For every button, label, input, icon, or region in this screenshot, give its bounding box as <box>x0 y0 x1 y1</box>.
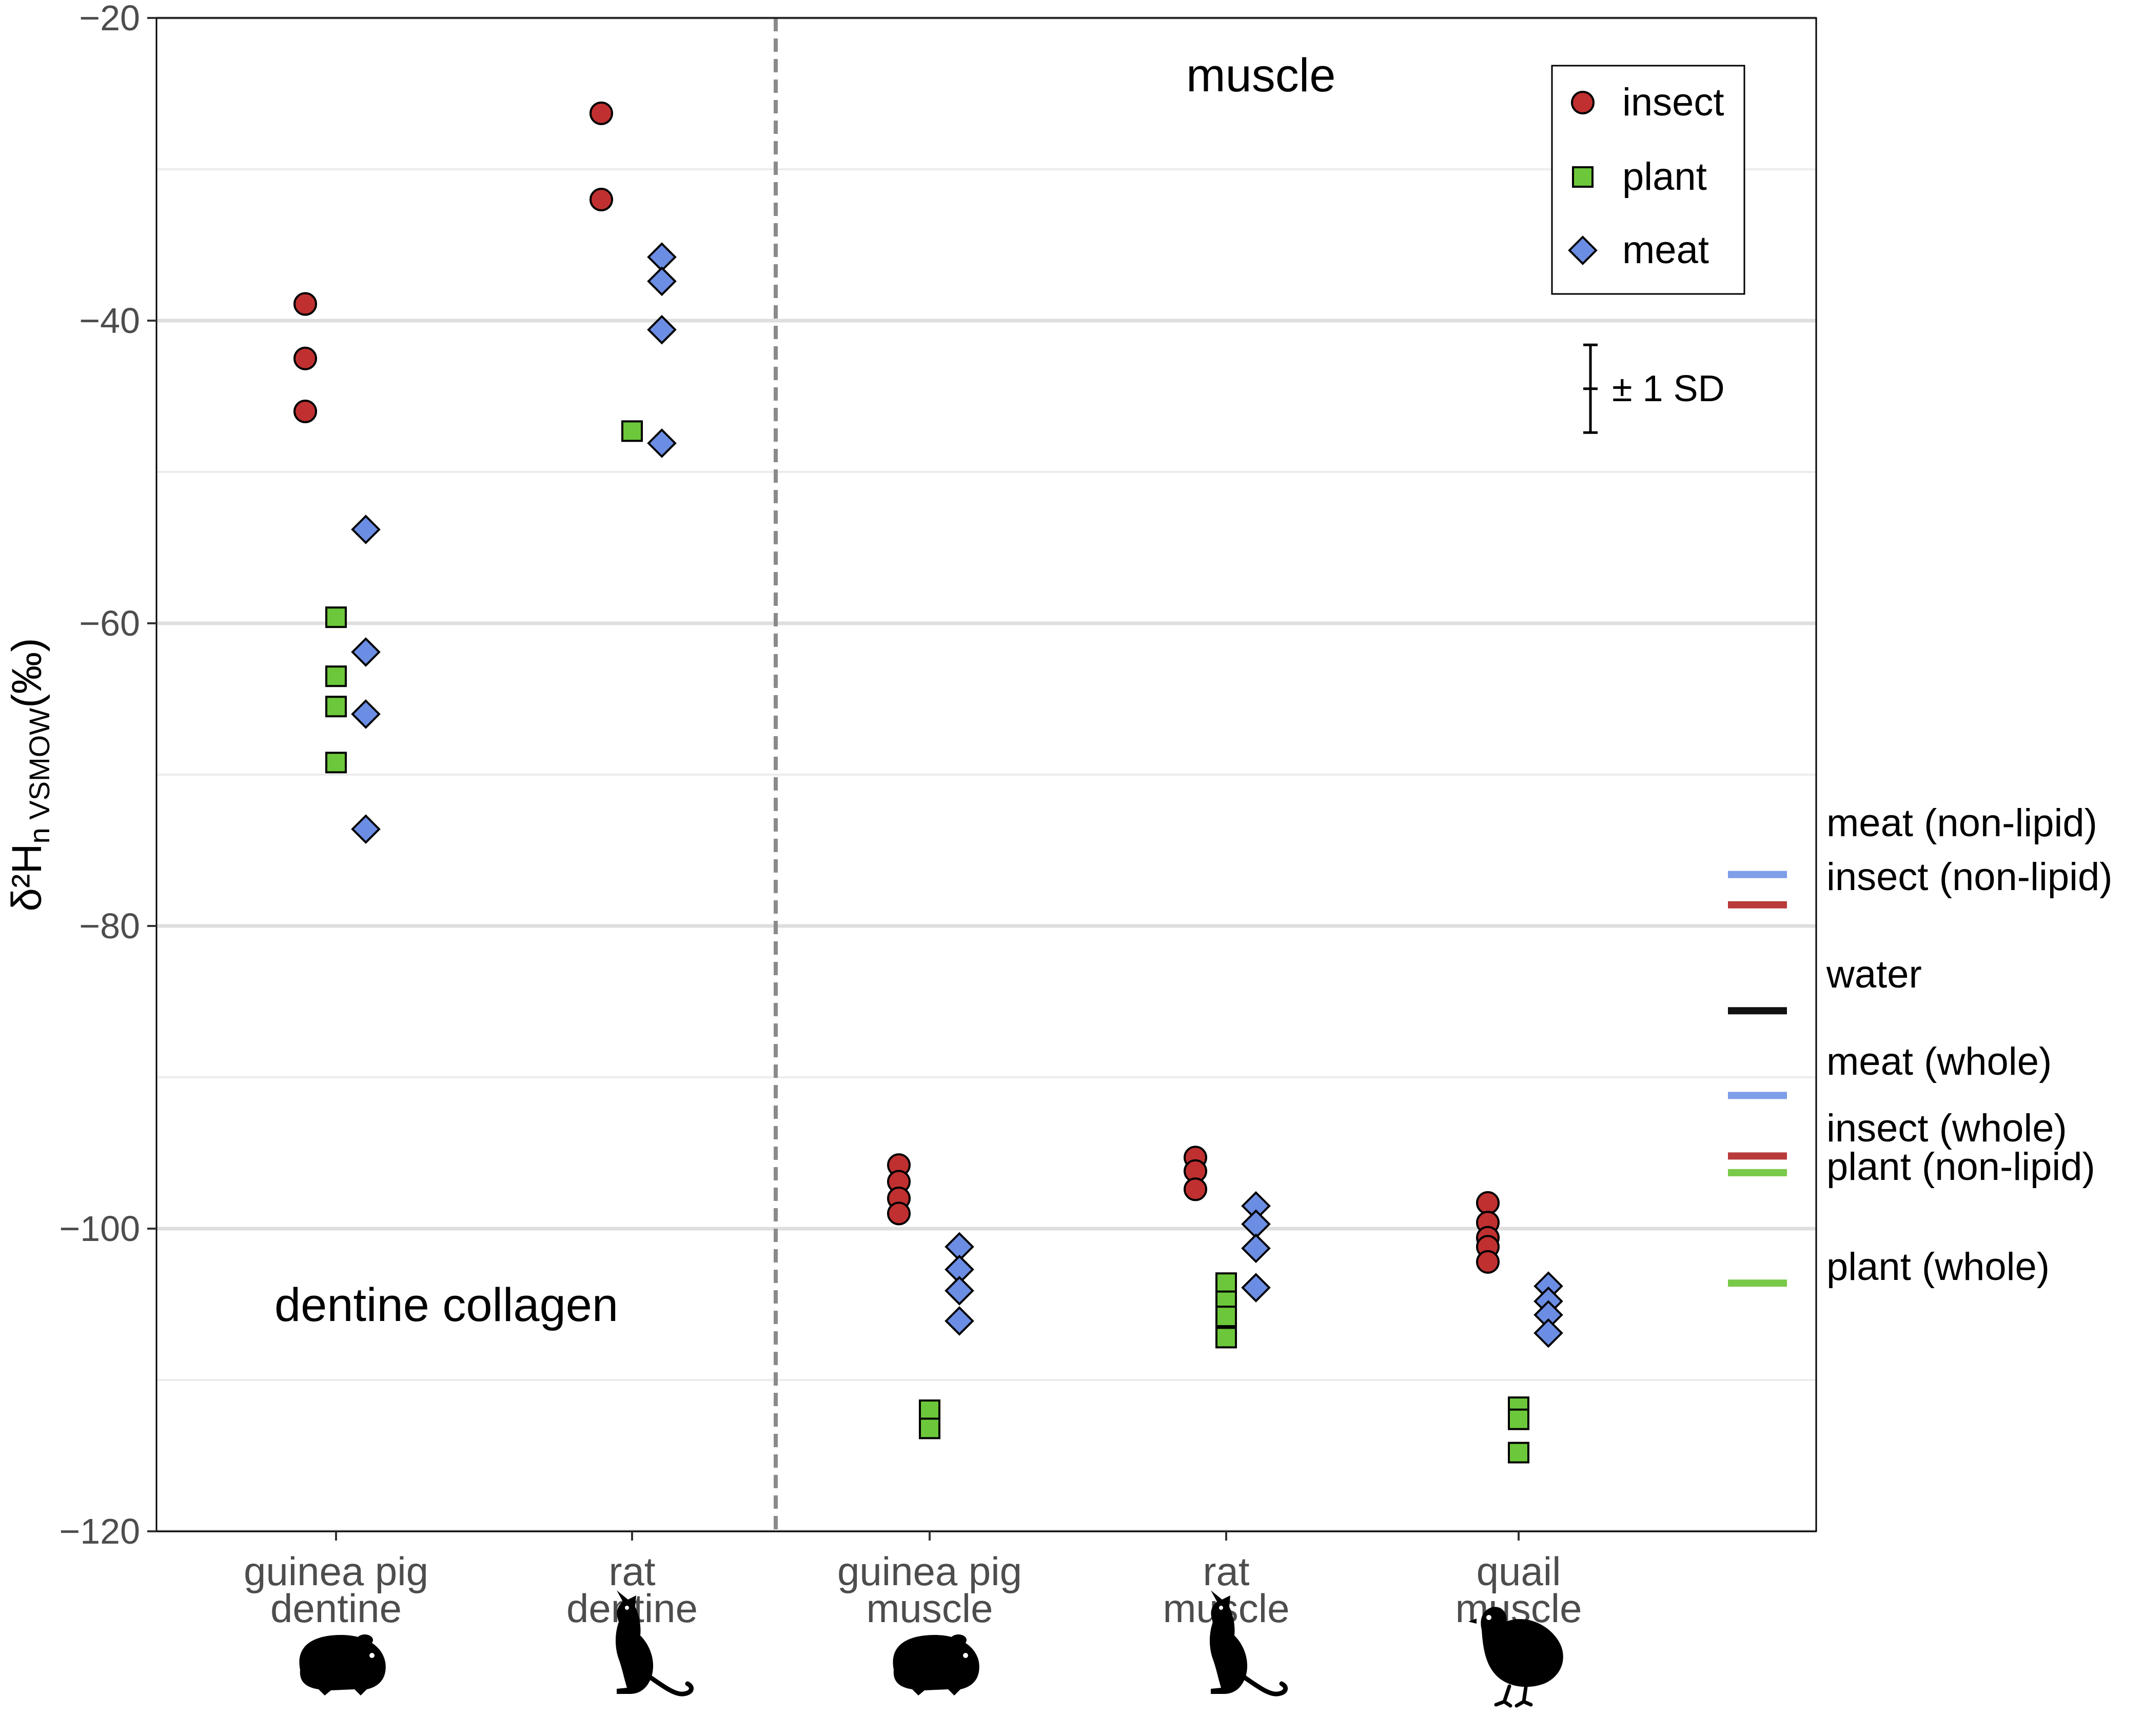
meat-point <box>1241 1209 1271 1239</box>
x-axis: guinea pigdentineratdentineguinea pigmus… <box>244 1531 1582 1631</box>
plant-point <box>1215 1306 1237 1328</box>
meat-point <box>351 814 381 844</box>
x-tick-label-line1: guinea pig <box>837 1549 1022 1594</box>
plant-point <box>621 420 643 442</box>
guinea-pig-icon <box>893 1634 979 1695</box>
insect-point <box>589 101 613 125</box>
reference-line-label: water <box>1826 953 1922 996</box>
plant-point <box>325 752 347 774</box>
y-axis: −120 −100 −80 −60 −40 −20 <box>59 0 156 1551</box>
legend-plant-label: plant <box>1622 155 1707 199</box>
data-points <box>293 101 1563 1464</box>
meat-point <box>647 428 677 458</box>
meat-point <box>647 242 677 272</box>
y-tick-label: −40 <box>79 301 140 341</box>
y-tick-label: −100 <box>59 1209 140 1249</box>
meat-point <box>647 266 677 297</box>
meat-point <box>647 314 677 345</box>
y-axis-title-subscript: n VSMOW <box>23 708 55 844</box>
meat-point <box>945 1306 974 1336</box>
reference-line-label: meat (whole) <box>1826 1040 2052 1083</box>
meat-point <box>1241 1273 1271 1303</box>
insect-point <box>293 346 317 370</box>
y-tick-label: −20 <box>79 0 140 38</box>
quail-icon <box>1468 1607 1563 1708</box>
y-axis-title-main: δ²H <box>4 843 50 911</box>
meat-point <box>1533 1318 1563 1348</box>
insect-point <box>887 1201 911 1226</box>
sd-label: ± 1 SD <box>1612 368 1725 409</box>
reference-line-label: meat (non-lipid) <box>1826 801 2097 845</box>
x-tick-label-line1: quail <box>1477 1549 1561 1594</box>
plant-point <box>1508 1442 1529 1464</box>
insect-point <box>293 400 317 423</box>
reference-line-label: insect (whole) <box>1826 1107 2067 1150</box>
panel-label-right: muscle <box>1186 49 1335 102</box>
plot-frame <box>155 17 1817 1532</box>
meat-point <box>351 699 381 729</box>
insect-point <box>293 292 317 316</box>
y-tick-label: −80 <box>79 906 140 946</box>
meat-point <box>945 1276 974 1306</box>
guinea-pig-icon <box>299 1634 386 1695</box>
x-tick-label-line2: dentine <box>270 1586 402 1631</box>
plant-point <box>325 606 347 628</box>
svg-text:δ²Hn VSMOW(‰): δ²Hn VSMOW(‰) <box>4 638 55 911</box>
insect-point <box>1476 1250 1500 1274</box>
meat-point <box>351 637 381 667</box>
reference-line-label: plant (whole) <box>1826 1245 2050 1289</box>
sd-indicator: ± 1 SD <box>1583 343 1725 434</box>
x-tick-label-line1: guinea pig <box>244 1549 428 1594</box>
y-axis-title-unit: (‰) <box>4 638 50 708</box>
y-axis-title: δ²Hn VSMOW(‰) <box>4 638 55 911</box>
legend-plant-marker <box>1572 166 1594 188</box>
legend-insect-marker <box>1571 91 1595 114</box>
x-tick-label-line1: rat <box>608 1549 655 1594</box>
plant-point <box>919 1399 940 1421</box>
plant-point <box>1508 1408 1529 1430</box>
insect-point <box>1476 1191 1500 1215</box>
legend: insect plant meat <box>1551 65 1745 295</box>
legend-meat-label: meat <box>1622 228 1709 272</box>
meat-point <box>1241 1233 1271 1264</box>
plant-point <box>1215 1327 1237 1349</box>
reference-line-label: plant (non-lipid) <box>1826 1145 2095 1189</box>
legend-insect-label: insect <box>1622 81 1724 124</box>
rat-icon <box>1210 1590 1288 1696</box>
insect-point <box>1184 1177 1207 1201</box>
rat-icon <box>616 1590 694 1696</box>
plant-point <box>325 696 347 718</box>
reference-line-label: insect (non-lipid) <box>1826 855 2113 899</box>
panel-label-left: dentine collagen <box>274 1279 618 1331</box>
plant-point <box>1215 1272 1237 1294</box>
plant-point <box>919 1417 940 1439</box>
plant-point <box>325 665 347 687</box>
meat-point <box>351 515 381 544</box>
insect-point <box>589 188 613 211</box>
y-tick-label: −60 <box>79 603 140 643</box>
y-tick-label: −120 <box>59 1511 140 1551</box>
x-tick-label-line2: muscle <box>866 1586 993 1631</box>
reference-lines: meat (non-lipid) insect (non-lipid) water m… <box>1728 801 2113 1289</box>
animal-silhouettes <box>299 1590 1563 1708</box>
x-tick-label-line1: rat <box>1203 1549 1249 1594</box>
legend-meat-marker <box>1568 235 1598 265</box>
